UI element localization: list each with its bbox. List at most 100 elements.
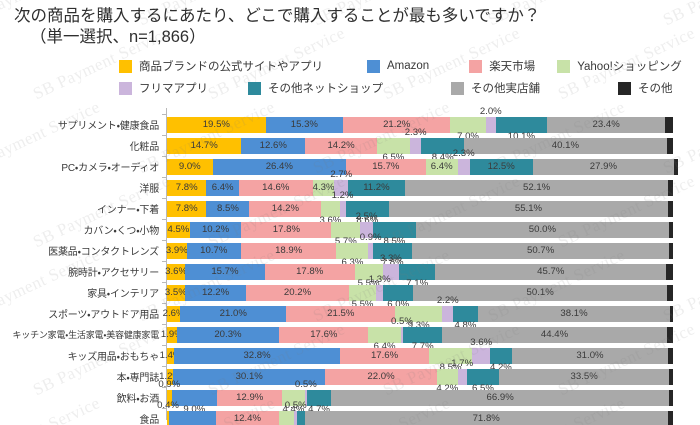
bar-segment[interactable]: 19.5% [167,116,266,133]
bar-segment[interactable]: 4.7% [307,389,331,415]
bar-segment[interactable] [670,305,673,322]
bar-segment[interactable]: 7.7% [403,326,443,352]
bar-segment[interactable]: 4.2% [490,347,512,373]
bar-segment[interactable]: 15.7% [185,263,265,280]
bar-segment[interactable]: 18.9% [240,242,337,259]
bar-segment[interactable]: 30.1% [173,368,326,385]
bar-segment[interactable]: 12.6% [241,137,306,154]
bar-segment[interactable]: 12.2% [184,284,247,301]
bar-segment[interactable]: 8.6% [345,200,390,226]
bar-segment[interactable]: 32.8% [174,347,341,364]
bar-segment[interactable] [673,158,679,175]
bar-segment[interactable]: 3.6% [319,200,341,226]
bar-segment[interactable]: 2.7% [330,169,352,196]
legend-item[interactable]: その他 [618,80,673,96]
bar-segment[interactable]: 5.5% [354,263,383,289]
bar-segment[interactable]: 12.5% [469,158,533,175]
bar-segment[interactable]: 22.0% [325,368,437,385]
bar-segment[interactable]: 0.9% [158,379,180,406]
bar-segment[interactable]: 17.6% [279,326,369,343]
bar-segment[interactable]: 7.8% [167,179,207,196]
bar-segment[interactable]: 7.8% [167,200,207,217]
bar-segment[interactable]: 4.5% [167,221,190,238]
bar-segment[interactable]: 1.4% [160,347,181,364]
bar-segment[interactable]: 55.1% [389,200,668,217]
bar-segment[interactable]: 10.7% [186,242,241,259]
bar-segment[interactable]: 3.1% [278,410,295,425]
bar-segment[interactable]: 6.4% [368,326,401,352]
bar-segment[interactable]: 7.8% [372,242,413,268]
bar-segment[interactable]: 5.5% [348,284,377,310]
bar-segment[interactable]: 2.5% [356,211,378,238]
bar-segment[interactable] [668,347,673,364]
bar-segment[interactable]: 6.5% [376,137,410,163]
bar-segment[interactable]: 17.8% [241,221,332,238]
bar-segment[interactable]: 4.4% [282,389,305,415]
bar-segment[interactable]: 0.5% [295,379,317,406]
bar-segment[interactable]: 8.5% [372,221,416,247]
bar-segment[interactable]: 6.4% [425,158,458,175]
bar-segment[interactable]: 45.7% [435,263,667,280]
bar-segment[interactable]: 23.4% [546,116,666,133]
bar-segment[interactable]: 10.1% [495,116,547,142]
bar-segment[interactable]: 4.8% [453,305,478,331]
bar-segment[interactable]: 33.5% [499,368,669,385]
bar-segment[interactable]: 40.1% [463,137,667,154]
bar-segment[interactable] [665,116,673,133]
bar-segment[interactable]: 1.2% [332,190,353,217]
bar-segment[interactable]: 21.2% [343,116,451,133]
bar-segment[interactable]: 1.5% [296,410,305,425]
bar-segment[interactable]: 12.9% [217,389,283,406]
bar-segment[interactable]: 8.4% [421,137,464,163]
bar-segment[interactable]: 12.4% [216,410,279,425]
bar-segment[interactable] [666,263,673,280]
legend-item[interactable]: 商品ブランドの公式サイトやアプリ [119,58,323,74]
bar-segment[interactable]: 66.9% [330,389,670,406]
bar-segment[interactable] [668,179,673,196]
bar-segment[interactable]: 1.2% [159,368,181,385]
legend-item[interactable]: Amazon [367,59,429,73]
bar-segment[interactable] [667,200,673,217]
bar-segment[interactable]: 2.2% [437,295,459,322]
bar-segment[interactable]: 8.5% [429,347,473,373]
bar-segment[interactable]: 1.9% [161,326,183,343]
bar-segment[interactable]: 5.7% [331,221,361,247]
bar-segment[interactable]: 14.2% [249,200,322,217]
bar-segment[interactable]: 2.6% [163,305,185,322]
bar-segment[interactable]: 50.1% [413,284,667,301]
bar-segment[interactable]: 2.0% [480,106,502,133]
bar-segment[interactable]: 20.2% [246,284,349,301]
bar-segment[interactable]: 4.2% [436,368,458,394]
bar-segment[interactable]: 0.5% [285,400,307,425]
bar-segment[interactable]: 0.9% [360,232,382,259]
bar-segment[interactable]: 4.3% [313,179,335,196]
bar-segment[interactable] [668,242,673,259]
bar-segment[interactable]: 6.5% [466,368,500,394]
bar-segment[interactable]: 14.7% [167,137,242,154]
bar-segment[interactable]: 3.3% [380,253,402,280]
bar-segment[interactable]: 52.1% [404,179,669,196]
bar-segment[interactable]: 71.8% [304,410,668,425]
bar-segment[interactable]: 0.5% [391,316,413,343]
bar-segment[interactable]: 2.3% [453,148,475,175]
bar-segment[interactable]: 3.9% [166,242,188,259]
bar-segment[interactable]: 3.5% [165,284,187,301]
bar-segment[interactable]: 27.9% [532,158,674,175]
legend-item[interactable]: フリマアプリ [119,80,208,96]
legend-item[interactable]: その他ネットショップ [248,80,383,96]
bar-segment[interactable]: 9.3% [395,305,443,331]
bar-segment[interactable] [667,410,673,425]
bar-segment[interactable]: 1.7% [451,358,473,385]
bar-segment[interactable]: 38.1% [477,305,671,322]
bar-segment[interactable]: 3.6% [165,263,187,280]
bar-segment[interactable]: 7.0% [450,116,486,142]
bar-segment[interactable]: 3.6% [470,337,492,364]
bar-segment[interactable]: 50.0% [415,221,669,238]
bar-segment[interactable]: 50.7% [412,242,669,259]
bar-segment[interactable]: 17.6% [340,347,430,364]
bar-segment[interactable] [668,221,673,238]
bar-segment[interactable]: 6.0% [383,284,414,310]
bar-segment[interactable]: 44.4% [442,326,667,343]
bar-segment[interactable] [669,389,673,406]
bar-segment[interactable]: 10.2% [189,221,242,238]
